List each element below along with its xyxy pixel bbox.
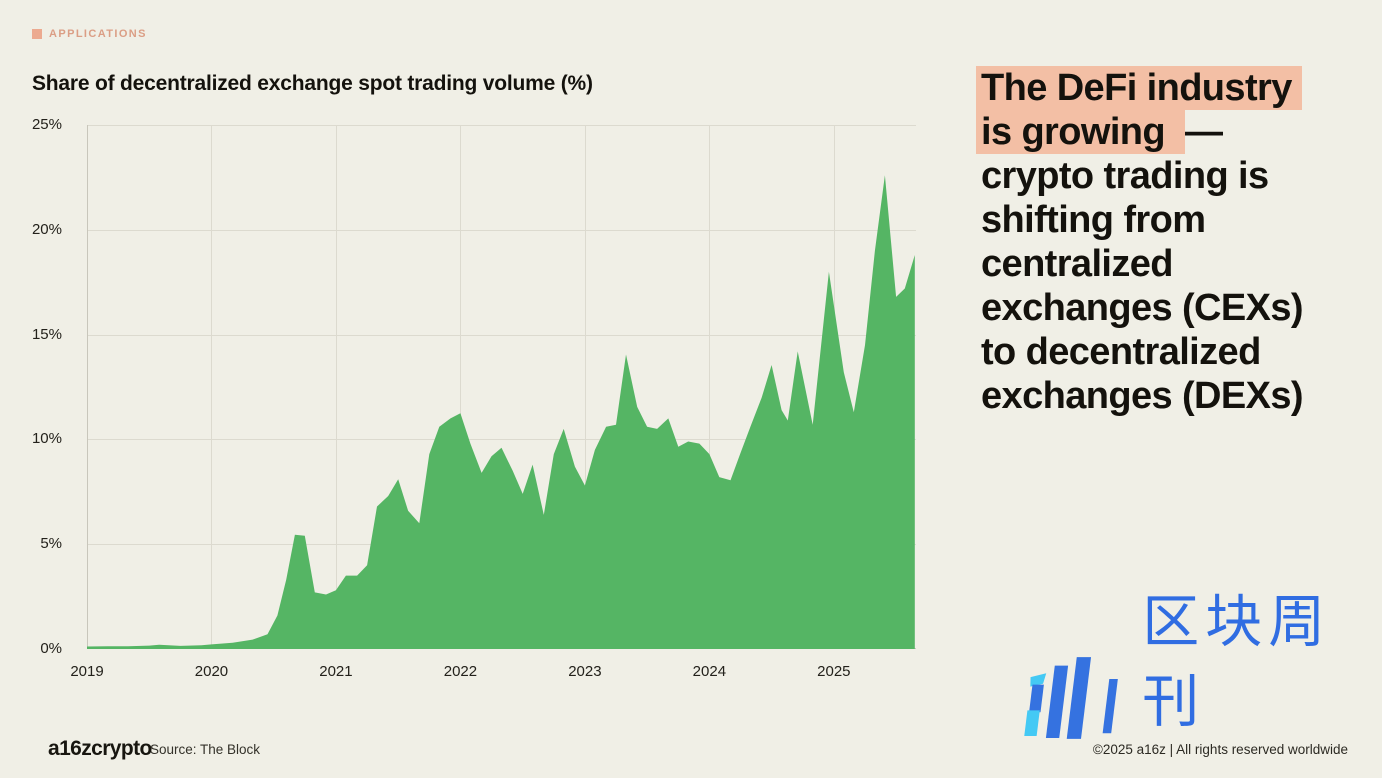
x-axis-tick-label: 2025 [817,663,851,680]
y-axis-tick-label: 10% [31,430,62,448]
headline-text: exchanges (CEXs) [981,287,1304,329]
y-axis-tick-label: 0% [40,640,62,657]
headline-line: exchanges (CEXs) [981,286,1361,330]
y-axis-tick-label: 5% [40,535,62,553]
dex-share-chart: 0% 5% 10% 15% 20% 25% 2019 2020 2021 2022 2023 202… [0,116,960,685]
y-axis-tick-label: 20% [31,220,62,238]
headline: The DeFi industry is growing — crypto trad… [976,66,1361,418]
x-axis-tick-label: 2020 [194,663,229,680]
headline-text: centralized [981,243,1174,285]
headline-line: is growing — [976,110,1361,154]
x-axis-tick-label: 2019 [70,663,104,680]
headline-line: The DeFi industry [976,66,1361,110]
copyright-label: ©2025 a16z | All rights reserved worldwi… [1092,742,1348,757]
watermark-text: 区块周刊 [1142,589,1332,735]
eyebrow-label: APPLICATIONS [49,28,147,40]
headline-line: crypto trading is [981,154,1361,198]
plot-svg [87,125,916,649]
headline-line: to decentralized [981,330,1361,374]
headline-text: crypto trading is [981,155,1269,197]
eyebrow-square-icon [32,29,42,39]
headline-line: centralized [981,242,1361,286]
source-label: Source: The Block [150,742,261,757]
headline-text: exchanges (DEXs) [981,375,1304,417]
watermark: 区块周刊 [1016,589,1382,742]
headline-line: shifting from [981,198,1361,242]
eyebrow: APPLICATIONS [32,28,147,40]
headline-text: — [1184,111,1223,153]
x-axis-tick-label: 2021 [319,663,353,680]
headline-line: exchanges (DEXs) [981,374,1361,418]
watermark-logo-icon [1024,657,1118,739]
chart-title: Share of decentralized exchange spot tra… [32,72,593,95]
headline-highlight: The DeFi industry [976,66,1302,110]
y-axis-tick-label: 25% [31,116,62,133]
x-axis-tick-label: 2024 [692,663,727,680]
y-axis-tick-label: 15% [31,325,62,343]
x-axis-tick-label: 2022 [443,663,478,680]
dex-share-area [87,175,915,649]
headline-text: shifting from [981,199,1206,241]
headline-text: to decentralized [981,331,1261,373]
a16zcrypto-logo: a16zcrypto [48,737,152,760]
headline-highlight: is growing [976,110,1185,154]
x-axis-tick-label: 2023 [568,663,602,680]
